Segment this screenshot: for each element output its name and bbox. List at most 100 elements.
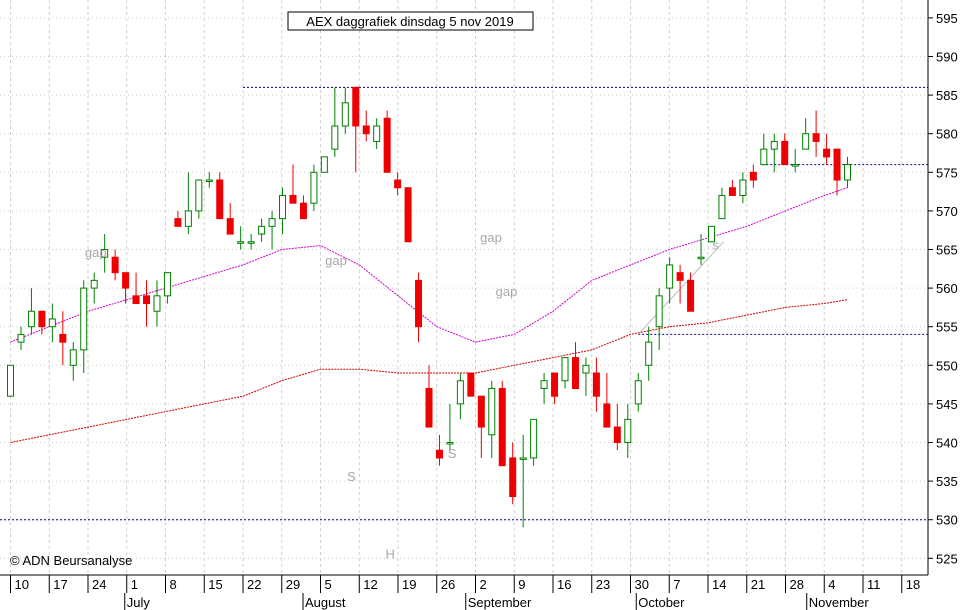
month-label: October [638,595,685,610]
y-tick-label: 560 [936,281,958,296]
y-tick-label: 555 [936,320,958,335]
x-tick-label: 18 [906,577,920,592]
candle-body [666,264,674,289]
month-label: September [468,595,532,610]
candle-body [216,179,224,220]
x-tick-label: 10 [15,577,29,592]
candle [69,342,77,381]
month-label: August [305,595,346,610]
x-tick-label: 7 [673,577,680,592]
candle-body [435,449,443,459]
candle-body [561,357,569,382]
candle [237,226,245,250]
x-tick-label: 14 [712,577,726,592]
annotation-label: gap [496,284,518,299]
candle [122,272,130,304]
candle-body [781,140,789,166]
horizontal-levels [0,86,928,521]
candle [571,342,579,389]
y-tick-label: 590 [936,50,958,65]
candle-body [551,372,559,397]
candle [687,272,695,312]
x-tick-label: 2 [480,577,487,592]
candle [770,133,778,173]
y-tick-label: 535 [936,474,958,489]
title-box: AEX daggrafiek dinsdag 5 nov 2019 [287,11,534,31]
candle-body [331,125,339,150]
candle [844,156,851,188]
y-tick-label: 540 [936,436,958,451]
x-tick-label: 29 [286,577,300,592]
candle-body [279,194,287,220]
candle-body [7,364,14,397]
candle [707,225,715,243]
candle [488,380,496,458]
candle-body [467,372,475,397]
candle [676,264,684,304]
candle [561,357,569,389]
grid [0,0,928,575]
y-tick-label: 545 [936,397,958,412]
month-label: July [127,595,151,610]
candle [143,280,151,327]
x-tick-label: 16 [557,577,571,592]
candle [258,218,266,242]
candle [80,280,88,374]
month-labels: July August September October November [124,593,869,610]
candle-body [352,86,360,127]
candle-body [624,418,632,443]
candle [195,179,203,219]
x-tick-label: 1 [131,577,138,592]
candle-body [362,125,370,135]
candle [791,149,799,173]
x-tick-label: 11 [867,577,881,592]
candle [812,110,820,157]
candle [299,195,307,220]
candle-body [69,349,77,366]
candle-body [27,310,35,328]
candle [216,172,224,220]
y-tick-label: 580 [936,127,958,142]
candle-body [645,341,653,366]
candle-body [739,179,747,196]
chart-title: AEX daggrafiek dinsdag 5 nov 2019 [306,14,513,29]
x-tick-label: 22 [247,577,261,592]
trend-lines [637,241,724,335]
candle [27,288,35,335]
candle-body [613,426,621,443]
candle-body [143,295,151,305]
candle-body [153,295,161,312]
candle [352,86,360,173]
candle [519,434,527,528]
candle [320,156,328,173]
candle-body [101,249,109,258]
candle [498,380,506,467]
candle [666,257,674,304]
candle-body [802,133,810,150]
candle [48,303,56,343]
candle-body [289,194,297,204]
x-tick-label: 19 [402,577,416,592]
candle [7,364,14,397]
candle-body [258,225,266,235]
candle-body [195,179,203,212]
candle [435,434,443,466]
candle-body [488,387,496,436]
candle [59,311,67,366]
annotation-label: s [713,238,720,253]
candle-body [676,272,684,281]
candle [289,164,297,204]
candle [38,310,46,335]
x-axis-ticks: e101724181522295121926291623307142128411… [10,575,920,593]
candle-body [237,241,245,244]
candle [540,373,548,404]
copyright-text: © ADN Beursanalyse [10,553,132,568]
candle [446,403,454,451]
candle [802,118,810,150]
candle-body [404,187,412,243]
annotation-label: S [448,446,457,461]
candle-body [383,117,391,173]
candle [163,272,171,304]
candles [7,86,851,528]
candle-body [373,125,381,142]
